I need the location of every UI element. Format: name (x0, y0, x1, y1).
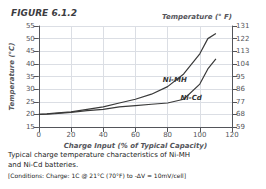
svg-text:15: 15 (26, 123, 35, 131)
svg-text:25: 25 (26, 98, 35, 106)
svg-text:77: 77 (236, 98, 245, 106)
svg-text:59: 59 (236, 123, 245, 131)
svg-text:120: 120 (225, 131, 238, 139)
svg-text:Ni-MH: Ni-MH (163, 76, 187, 84)
svg-text:122: 122 (236, 35, 249, 43)
svg-text:FIGURE 6.1.2: FIGURE 6.1.2 (11, 8, 77, 18)
svg-text:40: 40 (26, 60, 35, 68)
svg-text:131: 131 (236, 22, 249, 30)
svg-text:Charge Input (% of Typical Cap: Charge Input (% of Typical Capacity) (64, 142, 207, 150)
svg-text:113: 113 (236, 47, 249, 55)
svg-text:Temperature (° F): Temperature (° F) (162, 13, 232, 21)
svg-text:[Conditions: Charge: 1C @ 21°C: [Conditions: Charge: 1C @ 21°C (70°F) to… (8, 172, 186, 180)
svg-text:20: 20 (67, 131, 76, 139)
svg-text:0: 0 (37, 131, 41, 139)
svg-text:Temperature (°C): Temperature (°C) (8, 43, 16, 111)
svg-text:and Ni-Cd batteries.: and Ni-Cd batteries. (8, 161, 78, 169)
svg-text:60: 60 (131, 131, 140, 139)
svg-text:55: 55 (26, 22, 35, 30)
svg-text:86: 86 (236, 85, 245, 93)
svg-text:Typical charge temperature cha: Typical charge temperature characteristi… (7, 151, 190, 159)
svg-text:30: 30 (26, 85, 35, 93)
svg-text:80: 80 (163, 131, 172, 139)
svg-text:95: 95 (236, 73, 245, 81)
svg-text:68: 68 (236, 110, 245, 118)
svg-text:20: 20 (26, 110, 35, 118)
svg-text:104: 104 (236, 60, 250, 68)
svg-text:40: 40 (99, 131, 108, 139)
svg-text:Ni-Cd: Ni-Cd (180, 94, 202, 102)
svg-text:100: 100 (193, 131, 206, 139)
svg-text:35: 35 (26, 73, 35, 81)
svg-text:45: 45 (26, 47, 35, 55)
svg-text:50: 50 (26, 35, 35, 43)
